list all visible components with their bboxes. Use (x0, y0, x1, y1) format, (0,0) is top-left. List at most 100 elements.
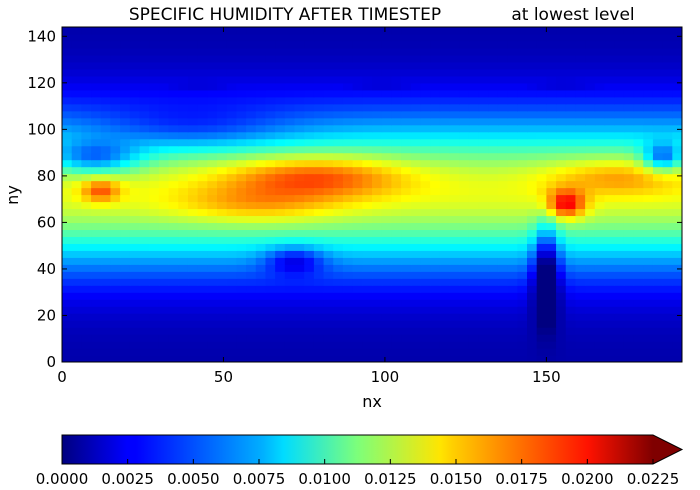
heatmap-cell (100, 215, 112, 224)
heatmap-cell (575, 180, 586, 189)
heatmap-cell (527, 145, 538, 154)
heatmap-cell (323, 117, 334, 126)
heatmap-cell (585, 159, 596, 168)
heatmap-cell (488, 124, 499, 133)
heatmap-cell (158, 187, 170, 196)
heatmap-cell (643, 264, 654, 272)
heatmap-cell (643, 110, 654, 119)
heatmap-cell (352, 327, 363, 335)
heatmap-cell (342, 173, 354, 182)
heatmap-cell (614, 271, 625, 279)
heatmap-cell (197, 278, 208, 286)
heatmap-cell (507, 54, 518, 63)
heatmap-cell (527, 152, 538, 161)
heatmap-cell (342, 138, 354, 147)
heatmap-cell (536, 166, 547, 175)
heatmap-cell (255, 299, 267, 307)
heatmap-cell (217, 250, 228, 258)
heatmap-cell (556, 89, 567, 98)
heatmap-cell (178, 152, 189, 161)
heatmap-cell (449, 236, 460, 244)
heatmap-cell (294, 348, 305, 356)
heatmap-cell (391, 124, 402, 133)
heatmap-cell (372, 180, 383, 189)
heatmap-cell (468, 355, 480, 362)
heatmap-cell (575, 236, 586, 244)
heatmap-cell (449, 166, 460, 175)
heatmap-cell (255, 194, 267, 203)
heatmap-cell (372, 313, 383, 321)
heatmap-cell (284, 75, 296, 84)
heatmap-cell (226, 89, 237, 98)
heatmap-cell (372, 306, 383, 314)
heatmap-cell (110, 173, 121, 182)
y-tick-label: 60 (37, 213, 56, 231)
heatmap-cell (614, 173, 625, 182)
heatmap-cell (585, 236, 596, 244)
heatmap-cell (459, 89, 470, 98)
heatmap-cell (662, 334, 673, 342)
heatmap-cell (62, 145, 73, 154)
heatmap-cell (187, 278, 199, 286)
heatmap-cell (352, 348, 363, 356)
heatmap-cell (226, 124, 237, 133)
heatmap-cell (168, 236, 179, 244)
heatmap-cell (313, 117, 325, 126)
heatmap-cell (585, 131, 596, 140)
heatmap-cell (614, 75, 625, 84)
heatmap-cell (294, 54, 305, 63)
heatmap-cell (207, 82, 218, 91)
heatmap-cell (594, 173, 606, 182)
heatmap-cell (284, 117, 296, 126)
heatmap-cell (604, 215, 615, 224)
heatmap-cell (556, 341, 567, 349)
heatmap-cell (623, 27, 635, 35)
heatmap-cell (149, 292, 160, 300)
heatmap-cell (304, 285, 315, 293)
heatmap-cell (313, 313, 325, 321)
heatmap-cell (217, 327, 228, 335)
heatmap-cell (459, 75, 470, 84)
heatmap-cell (468, 215, 480, 224)
heatmap-cell (672, 131, 682, 140)
heatmap-cell (294, 320, 305, 328)
heatmap-cell (527, 243, 538, 251)
heatmap-cell (352, 313, 363, 321)
heatmap-cell (81, 103, 92, 112)
heatmap-cell (478, 348, 489, 356)
heatmap-cell (517, 173, 528, 182)
heatmap-cell (71, 208, 82, 217)
heatmap-cell (304, 47, 315, 56)
heatmap-cell (507, 47, 518, 56)
heatmap-cell (362, 166, 373, 175)
heatmap-cell (120, 68, 131, 77)
heatmap-cell (207, 180, 218, 189)
heatmap-cell (333, 320, 344, 328)
heatmap-cell (439, 27, 451, 35)
heatmap-cell (652, 285, 664, 293)
heatmap-cell (546, 96, 557, 105)
heatmap-cell (517, 320, 528, 328)
heatmap-cell (352, 117, 363, 126)
heatmap-cell (313, 334, 325, 342)
heatmap-cell (129, 215, 141, 224)
heatmap-cell (352, 264, 363, 272)
heatmap-cell (158, 75, 170, 84)
heatmap-cell (275, 257, 286, 265)
heatmap-cell (381, 229, 392, 237)
heatmap-cell (604, 110, 615, 119)
heatmap-cell (265, 313, 276, 321)
heatmap-cell (527, 187, 538, 196)
heatmap-cell (304, 355, 315, 362)
heatmap-cell (430, 96, 441, 105)
heatmap-cell (323, 75, 334, 84)
heatmap-cell (129, 47, 141, 56)
heatmap-cell (187, 215, 199, 224)
heatmap-cell (459, 292, 470, 300)
heatmap-cell (207, 89, 218, 98)
heatmap-cell (294, 68, 305, 77)
heatmap-cell (207, 299, 218, 307)
heatmap-cell (488, 334, 499, 342)
heatmap-cell (468, 222, 480, 230)
